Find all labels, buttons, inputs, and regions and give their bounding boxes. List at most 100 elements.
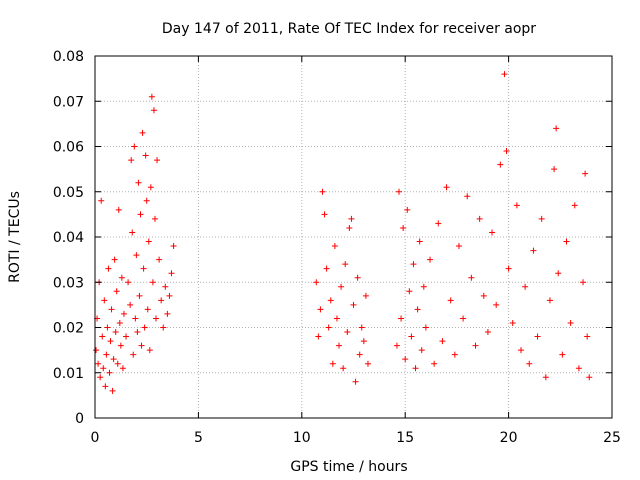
data-point [406, 288, 413, 295]
data-point [137, 211, 144, 218]
data-point [584, 333, 591, 340]
data-point [325, 324, 332, 331]
data-point [317, 306, 324, 313]
data-point [158, 297, 165, 304]
y-tick-label: 0.06 [53, 140, 84, 156]
data-point [497, 161, 504, 168]
data-point [130, 351, 137, 358]
data-point [451, 351, 458, 358]
data-point [586, 374, 593, 381]
data-point [427, 256, 434, 263]
data-point [149, 279, 156, 286]
y-tick-label: 0.01 [53, 366, 84, 382]
data-point [114, 360, 121, 367]
data-point [476, 215, 483, 222]
y-tick-label: 0.07 [53, 94, 84, 110]
data-point [101, 297, 108, 304]
data-point [443, 184, 450, 191]
data-point [116, 319, 123, 326]
data-point [439, 338, 446, 345]
data-point [551, 166, 558, 173]
data-point [103, 351, 110, 358]
data-point [110, 356, 117, 363]
data-point [352, 378, 359, 385]
data-point [333, 315, 340, 322]
y-axis-label: ROTI / TECUs [7, 191, 23, 283]
data-point [170, 243, 177, 250]
data-point [313, 279, 320, 286]
data-point [104, 324, 111, 331]
y-tick-label: 0.04 [53, 230, 84, 246]
data-point [472, 342, 479, 349]
data-point [146, 347, 153, 354]
data-point [350, 301, 357, 308]
data-point [358, 324, 365, 331]
data-point [141, 324, 148, 331]
data-point [362, 292, 369, 299]
data-point [108, 306, 115, 313]
data-point [344, 329, 351, 336]
data-point [119, 365, 126, 372]
data-point [410, 261, 417, 268]
data-point [112, 329, 119, 336]
data-point [546, 297, 553, 304]
y-tick-label: 0.05 [53, 185, 84, 201]
data-point [505, 265, 512, 272]
x-tick-label: 10 [293, 430, 311, 446]
data-point [563, 238, 570, 245]
data-point [164, 310, 171, 317]
data-point [553, 125, 560, 132]
data-point [140, 265, 147, 272]
data-point [99, 333, 106, 340]
data-point [412, 365, 419, 372]
data-point [580, 279, 587, 286]
data-point [150, 107, 157, 114]
data-point [400, 224, 407, 231]
data-point [151, 215, 158, 222]
data-point [522, 283, 529, 290]
data-point [509, 319, 516, 326]
data-point [135, 179, 142, 186]
data-point [404, 206, 411, 213]
data-point [128, 157, 135, 164]
grid-lines [95, 56, 612, 418]
data-point [113, 288, 120, 295]
data-point [464, 193, 471, 200]
data-point [468, 274, 475, 281]
data-point [156, 256, 163, 263]
data-point [480, 292, 487, 299]
data-point [346, 224, 353, 231]
data-point [530, 247, 537, 254]
data-point [154, 157, 161, 164]
data-point [139, 129, 146, 136]
x-tick-label: 25 [603, 430, 621, 446]
data-point [321, 211, 328, 218]
data-point [105, 265, 112, 272]
data-point [97, 374, 104, 381]
data-point [143, 197, 150, 204]
axes-ticks: 0 5 10 15 20 25 0 0.01 0.02 0.03 0.04 0.05 0.06 0.07 0… [53, 49, 621, 446]
data-point [489, 229, 496, 236]
data-point [501, 71, 508, 78]
data-point [136, 292, 143, 299]
data-point [109, 387, 116, 394]
data-point [168, 270, 175, 277]
data-point [98, 197, 105, 204]
data-point [106, 369, 113, 376]
data-point [360, 338, 367, 345]
data-point [138, 342, 145, 349]
x-tick-label: 5 [194, 430, 203, 446]
x-tick-label: 0 [91, 430, 100, 446]
data-point [153, 315, 160, 322]
data-point [338, 283, 345, 290]
data-point [348, 215, 355, 222]
x-tick-label: 20 [500, 430, 518, 446]
data-point [315, 333, 322, 340]
y-tick-label: 0 [75, 411, 84, 427]
data-point [534, 333, 541, 340]
data-point [342, 261, 349, 268]
x-axis-label: GPS time / hours [290, 459, 407, 475]
data-point [117, 342, 124, 349]
chart-title: Day 147 of 2011, Rate Of TEC Index for r… [162, 21, 536, 37]
data-point [393, 342, 400, 349]
